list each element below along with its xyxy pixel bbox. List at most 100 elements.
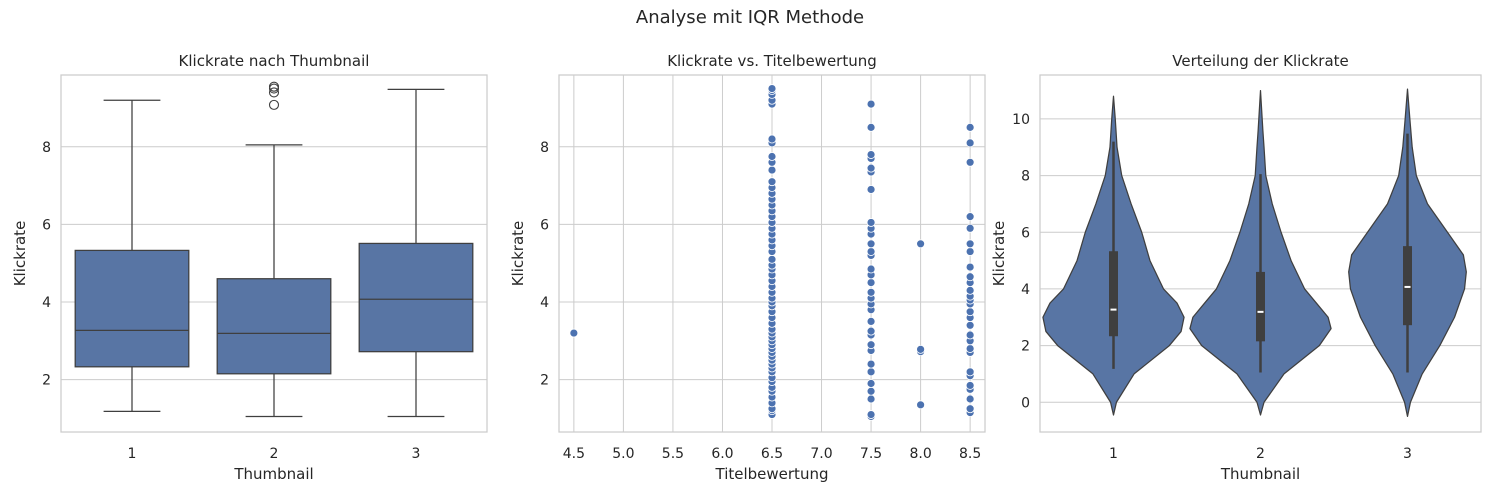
scatter-point [866,218,876,227]
boxplot-frame [60,74,488,433]
scatter-point [965,239,975,249]
y-tick-label: 10 [1012,112,1030,128]
outlier-point [268,87,280,98]
scatter-point [965,212,975,222]
iqr-box [216,278,332,375]
y-tick-label: 6 [1021,225,1030,241]
outlier-point [268,81,280,92]
scatter-point [965,122,975,132]
scatter-point [965,138,975,148]
violin-iqr-bar [1403,246,1412,326]
iqr-box [358,242,474,353]
x-tick-label: 6.0 [711,446,733,462]
y-tick-label: 6 [540,217,549,233]
y-tick-label: 6 [42,217,51,233]
scatter-point [866,326,876,336]
iqr-box [74,249,190,368]
scatter-point [767,177,777,187]
x-tick-label: 3 [1403,446,1412,462]
scatter-point [866,379,876,388]
scatter-point [866,185,876,194]
violin-iqr-bar [1109,251,1118,337]
scatter-point [866,150,876,159]
y-tick-label: 8 [1021,169,1030,185]
violin-iqr-bar [1256,271,1265,342]
scatter-point [866,99,876,109]
boxplot-x-axis-label: Thumbnail [233,465,313,483]
scatter-marks [569,84,975,421]
x-tick-label: 2 [270,446,279,462]
y-tick-label: 4 [42,295,51,311]
scatter-point [965,157,975,167]
scatter-point [866,122,876,132]
x-tick-label: 7.5 [860,446,882,462]
scatter-point [965,404,975,414]
y-tick-label: 2 [42,373,51,389]
boxplot-ticks: 2 4 6 8 1 2 3 [42,140,420,462]
x-tick-label: 1 [1109,446,1118,462]
x-tick-label: 5.5 [662,446,684,462]
violin-2 [1189,89,1332,416]
scatter-point [965,262,975,272]
outlier-point [268,99,280,110]
scatter-point [965,367,975,377]
scatter-ticks: 2 4 6 8 4.5 5.0 5.5 6.0 6.5 7.0 7.5 8.0 8.5 [540,140,981,462]
x-tick-label: 6.5 [761,446,783,462]
x-tick-label: 5.0 [612,446,634,462]
y-tick-label: 8 [42,140,51,156]
scatter-point [866,340,876,350]
scatter-title: Klickrate vs. Titelbewertung [667,52,877,70]
violin-title: Verteilung der Klickrate [1172,52,1349,70]
x-tick-label: 2 [1256,446,1265,462]
boxplot-marks [74,81,474,418]
box-2 [216,81,332,418]
box-3 [358,88,474,418]
y-tick-label: 8 [540,140,549,156]
scatter-point [866,410,876,419]
violin-frame [1039,74,1482,433]
boxplot-y-axis-label: Klickrate [11,221,29,287]
scatter-point [569,328,579,338]
y-tick-label: 4 [540,295,549,311]
violin-3 [1348,88,1467,418]
violin-marks [1042,88,1467,418]
scatter-point [767,84,777,93]
scatter-point [866,239,876,249]
y-tick-label: 2 [540,373,549,389]
y-tick-label: 0 [1021,395,1030,411]
x-tick-label: 4.5 [563,446,585,462]
scatter-point [866,163,876,173]
figure-title: Analyse mit IQR Methode [635,7,865,28]
violin-x-axis-label: Thumbnail [1220,465,1300,483]
box-1 [74,99,190,413]
x-tick-label: 3 [412,446,421,462]
x-tick-label: 7.0 [810,446,832,462]
violin-1 [1042,95,1185,416]
scatter-point [965,381,975,390]
scatter-point [866,264,876,274]
y-tick-label: 4 [1021,282,1030,298]
scatter-point [916,239,926,249]
boxplot-title: Klickrate nach Thumbnail [179,52,370,70]
scatter-x-axis-label: Titelbewertung [715,465,829,483]
x-tick-label: 8.0 [909,446,931,462]
scatter-point [965,394,975,404]
x-tick-label: 8.5 [959,446,981,462]
scatter-frame [558,74,986,433]
scatter-point [866,359,876,369]
violin-y-axis-label: Klickrate [990,221,1008,287]
y-tick-label: 2 [1021,339,1030,355]
scatter-point [767,152,777,161]
scatter-point [866,317,876,326]
scatter-point [767,134,777,144]
x-tick-label: 1 [128,446,137,462]
scatter-point [965,272,975,282]
scatter-point [916,344,926,354]
scatter-y-axis-label: Klickrate [509,221,527,287]
scatter-point [965,223,975,233]
